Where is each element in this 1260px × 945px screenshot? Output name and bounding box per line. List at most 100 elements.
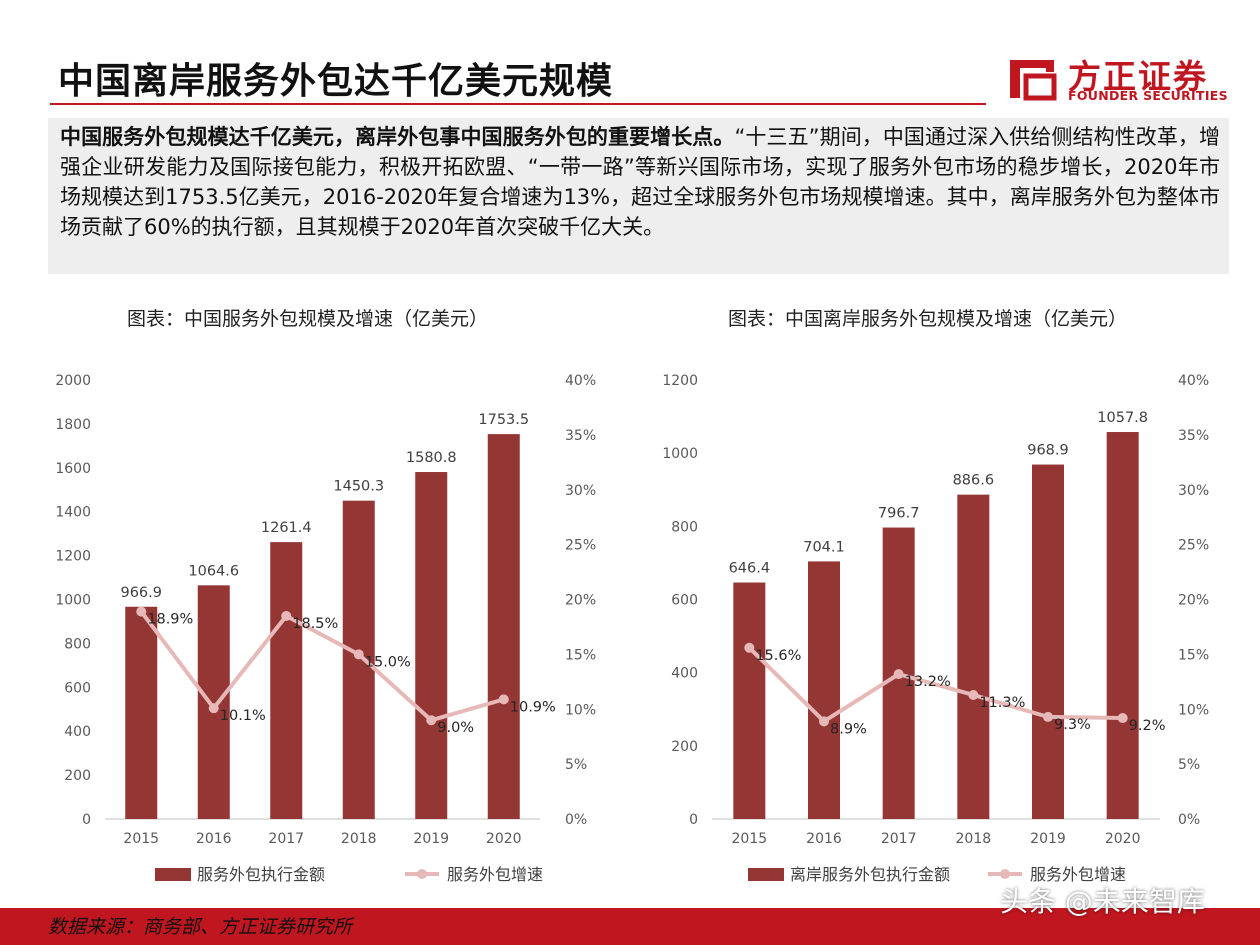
x-tick-label: 2015 bbox=[732, 831, 768, 847]
legend-line-label: 服务外包增速 bbox=[1030, 865, 1126, 884]
growth-data-label: 18.5% bbox=[292, 616, 338, 632]
y2-tick-label: 15% bbox=[565, 647, 596, 663]
title-rule bbox=[50, 103, 986, 105]
y2-tick-label: 5% bbox=[1178, 757, 1200, 773]
x-tick-label: 2016 bbox=[196, 831, 232, 847]
y-tick-label: 1200 bbox=[662, 373, 698, 389]
y2-tick-label: 40% bbox=[565, 373, 596, 389]
y2-tick-label: 25% bbox=[565, 538, 596, 554]
bar-data-label: 1450.3 bbox=[333, 479, 384, 495]
summary-bold: 中国服务外包规模达千亿美元，离岸外包事中国服务外包的重要增长点。 bbox=[60, 125, 735, 149]
legend-line-label: 服务外包增速 bbox=[447, 865, 543, 884]
y-tick-label: 600 bbox=[671, 593, 698, 609]
bar-data-label: 1261.4 bbox=[261, 520, 312, 536]
y-tick-label: 0 bbox=[689, 812, 698, 828]
y2-tick-label: 10% bbox=[565, 702, 596, 718]
x-tick-label: 2016 bbox=[806, 831, 842, 847]
growth-point bbox=[136, 606, 147, 617]
y2-tick-label: 30% bbox=[1178, 483, 1209, 499]
growth-point bbox=[281, 610, 292, 621]
x-tick-label: 2015 bbox=[123, 831, 159, 847]
data-source: 数据来源：商务部、方正证券研究所 bbox=[48, 916, 353, 938]
footer-bar bbox=[0, 908, 1260, 945]
growth-data-label: 18.9% bbox=[147, 612, 193, 628]
growth-data-label: 15.6% bbox=[755, 648, 801, 664]
bar bbox=[957, 494, 990, 819]
bar-data-label: 1753.5 bbox=[478, 412, 529, 428]
summary-body: “十三五”期间，中国通过深入供给侧结构性改革，增强企业研发能力及国际接包能力，积… bbox=[60, 125, 1220, 239]
y-tick-label: 1400 bbox=[55, 505, 91, 521]
y2-tick-label: 35% bbox=[1178, 428, 1209, 444]
bar bbox=[487, 434, 520, 819]
growth-point bbox=[426, 715, 437, 726]
growth-point bbox=[819, 716, 829, 727]
bar bbox=[808, 561, 840, 819]
x-tick-label: 2018 bbox=[956, 831, 992, 847]
chart2-title: 图表：中国离岸服务外包规模及增速（亿美元） bbox=[728, 308, 1128, 330]
y2-tick-label: 25% bbox=[1178, 538, 1209, 554]
y2-tick-label: 20% bbox=[565, 593, 596, 609]
y2-tick-label: 10% bbox=[1178, 702, 1209, 718]
logo-cn-text: 方正证券 bbox=[1068, 57, 1208, 96]
y2-tick-label: 15% bbox=[1178, 647, 1209, 663]
y-tick-label: 400 bbox=[671, 666, 698, 682]
growth-point bbox=[744, 642, 755, 653]
growth-point bbox=[1043, 711, 1053, 722]
growth-data-label: 15.0% bbox=[365, 654, 411, 670]
y-tick-label: 800 bbox=[64, 636, 91, 652]
x-tick-label: 2019 bbox=[413, 831, 449, 847]
x-tick-label: 2018 bbox=[341, 831, 377, 847]
bar bbox=[1032, 464, 1064, 819]
summary-box: 中国服务外包规模达千亿美元，离岸外包事中国服务外包的重要增长点。“十三五”期间，… bbox=[48, 118, 1229, 274]
legend-bar-label: 服务外包执行金额 bbox=[197, 865, 325, 884]
bar bbox=[733, 582, 766, 819]
page-title: 中国离岸服务外包达千亿美元规模 bbox=[58, 61, 614, 102]
y-tick-label: 1000 bbox=[55, 593, 91, 609]
bar-data-label: 646.4 bbox=[729, 561, 771, 577]
growth-line bbox=[139, 610, 505, 723]
y-tick-label: 800 bbox=[671, 519, 698, 535]
y-tick-label: 200 bbox=[64, 768, 91, 784]
y-tick-label: 1000 bbox=[662, 446, 698, 462]
y-tick-label: 200 bbox=[671, 739, 698, 755]
growth-data-label: 13.2% bbox=[905, 674, 951, 690]
bar-data-label: 1064.6 bbox=[188, 563, 239, 579]
y-tick-label: 2000 bbox=[55, 373, 91, 389]
founder-logo-icon bbox=[1010, 60, 1057, 101]
bar bbox=[270, 542, 303, 819]
growth-data-label: 9.0% bbox=[437, 720, 474, 736]
x-tick-label: 2017 bbox=[881, 831, 917, 847]
summary-text: 中国服务外包规模达千亿美元，离岸外包事中国服务外包的重要增长点。“十三五”期间，… bbox=[60, 122, 1220, 242]
y-tick-label: 0 bbox=[82, 812, 91, 828]
growth-point bbox=[968, 689, 979, 700]
growth-data-label: 11.3% bbox=[979, 695, 1025, 711]
bar-data-label: 966.9 bbox=[120, 585, 162, 601]
bar bbox=[1106, 432, 1139, 819]
bar-data-label: 1580.8 bbox=[406, 450, 457, 466]
y2-tick-label: 0% bbox=[1178, 812, 1200, 828]
chart1-service-outsourcing: 0 200 400 600 800 1000 1200 1400 1600 1800 2000 0% 5… bbox=[55, 373, 596, 884]
legend-bar-label: 离岸服务外包执行金额 bbox=[790, 865, 950, 884]
y-tick-label: 1600 bbox=[55, 461, 91, 477]
growth-data-label: 10.9% bbox=[510, 699, 556, 715]
bar-data-label: 796.7 bbox=[878, 506, 920, 522]
logo-en-text: FOUNDER SECURITIES bbox=[1068, 88, 1228, 103]
y2-tick-label: 40% bbox=[1178, 373, 1209, 389]
bar-data-label: 886.6 bbox=[953, 473, 995, 489]
growth-data-label: 10.1% bbox=[220, 708, 266, 724]
bar-data-label: 704.1 bbox=[803, 539, 845, 555]
growth-data-label: 9.3% bbox=[1054, 717, 1091, 733]
growth-point bbox=[498, 694, 509, 705]
y2-tick-label: 5% bbox=[565, 757, 587, 773]
bar bbox=[125, 606, 158, 819]
bar-data-label: 968.9 bbox=[1027, 443, 1069, 459]
legend-line-marker bbox=[417, 869, 427, 879]
chart1-title: 图表：中国服务外包规模及增速（亿美元） bbox=[127, 308, 489, 330]
growth-data-label: 8.9% bbox=[830, 721, 867, 737]
y2-tick-label: 0% bbox=[565, 812, 587, 828]
legend-line-marker bbox=[1000, 869, 1010, 879]
y-tick-label: 600 bbox=[64, 680, 91, 696]
growth-point bbox=[353, 649, 364, 660]
y-tick-label: 400 bbox=[64, 724, 91, 740]
watermark: 头条 @未来智库 bbox=[1000, 885, 1205, 918]
